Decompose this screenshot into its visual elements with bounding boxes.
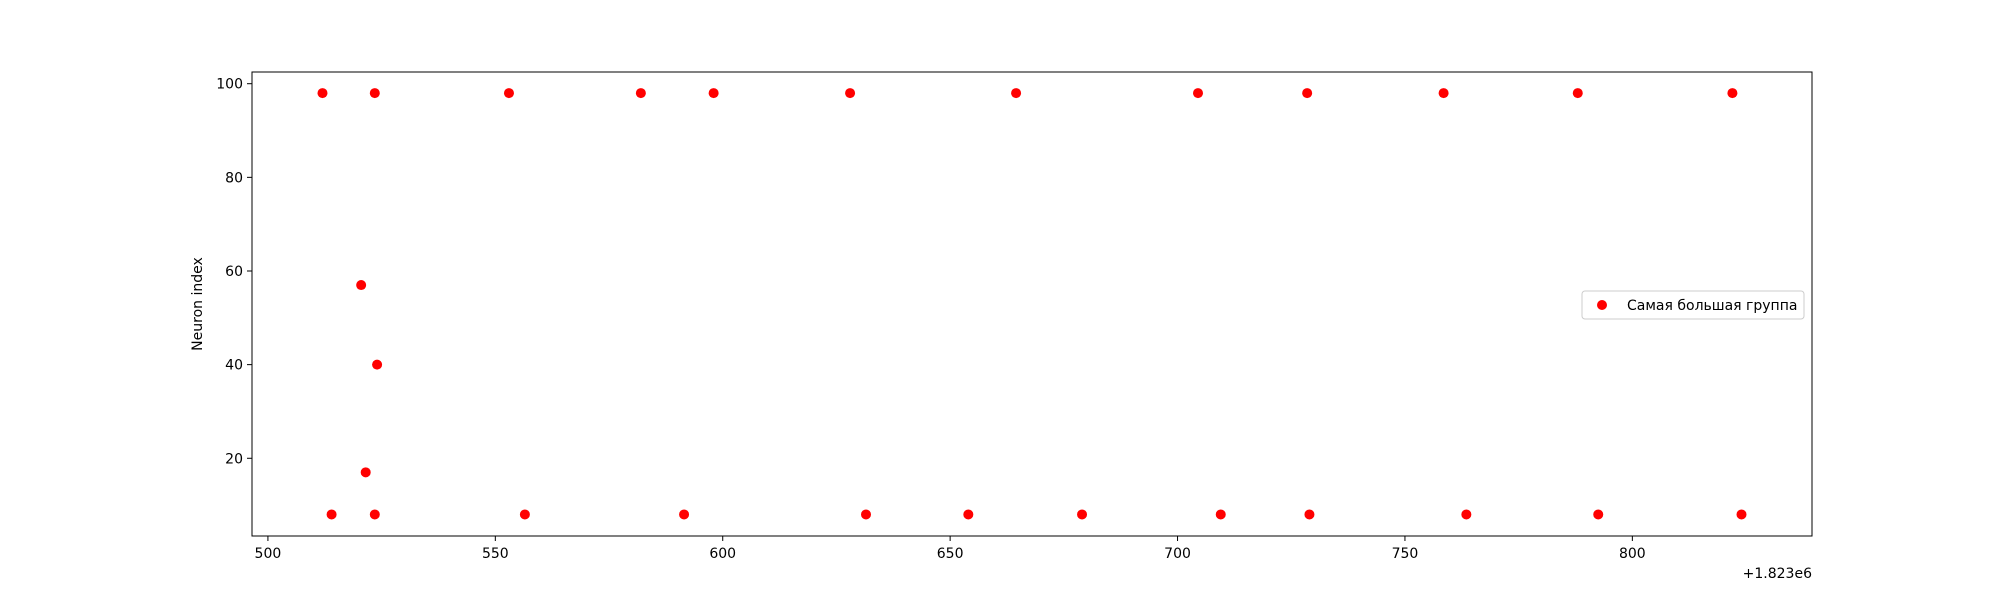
x-axis-offset-label: +1.823e6 [1743,566,1812,582]
x-tick-label: 700 [1164,546,1191,562]
y-axis-label: Neuron index [190,257,206,351]
data-point [1461,509,1472,520]
data-point [1572,88,1583,99]
data-point [1304,509,1315,520]
data-point [679,509,690,520]
x-tick-label: 600 [709,546,736,562]
y-tick-label: 40 [225,358,243,374]
x-tick-label: 800 [1619,546,1646,562]
data-point [1593,509,1604,520]
x-tick-label: 550 [482,546,509,562]
data-point [1438,88,1449,99]
data-point [519,509,530,520]
data-point [1193,88,1204,99]
x-axis: 500 550 600 650 700 750 800 [255,536,1646,562]
legend-marker [1597,300,1607,310]
y-tick-label: 80 [225,170,243,186]
plot-area-frame [251,71,1813,537]
data-point [708,88,719,99]
data-point [369,509,380,520]
data-point [845,88,856,99]
y-tick-label: 20 [225,451,243,467]
data-point [1736,509,1747,520]
data-point [503,88,514,99]
data-point [317,88,328,99]
legend: Самая большая группа [1581,290,1805,320]
data-point [1215,509,1226,520]
data-point [326,509,337,520]
data-point [356,280,367,291]
legend-box [1581,290,1805,320]
data-points [317,88,1747,520]
y-axis: 20 40 60 80 100 [216,77,252,467]
data-point [860,509,871,520]
data-point [1011,88,1022,99]
y-tick-label: 60 [225,264,243,280]
data-point [360,467,371,478]
data-point [1302,88,1313,99]
data-point [1077,509,1088,520]
x-tick-label: 500 [255,546,282,562]
x-tick-label: 750 [1392,546,1419,562]
legend-entry-label: Самая большая группа [1627,298,1797,314]
data-point [1727,88,1738,99]
x-tick-label: 650 [937,546,964,562]
data-point [369,88,380,99]
y-tick-label: 100 [216,77,243,93]
data-point [372,359,383,370]
data-point [963,509,974,520]
data-point [635,88,646,99]
